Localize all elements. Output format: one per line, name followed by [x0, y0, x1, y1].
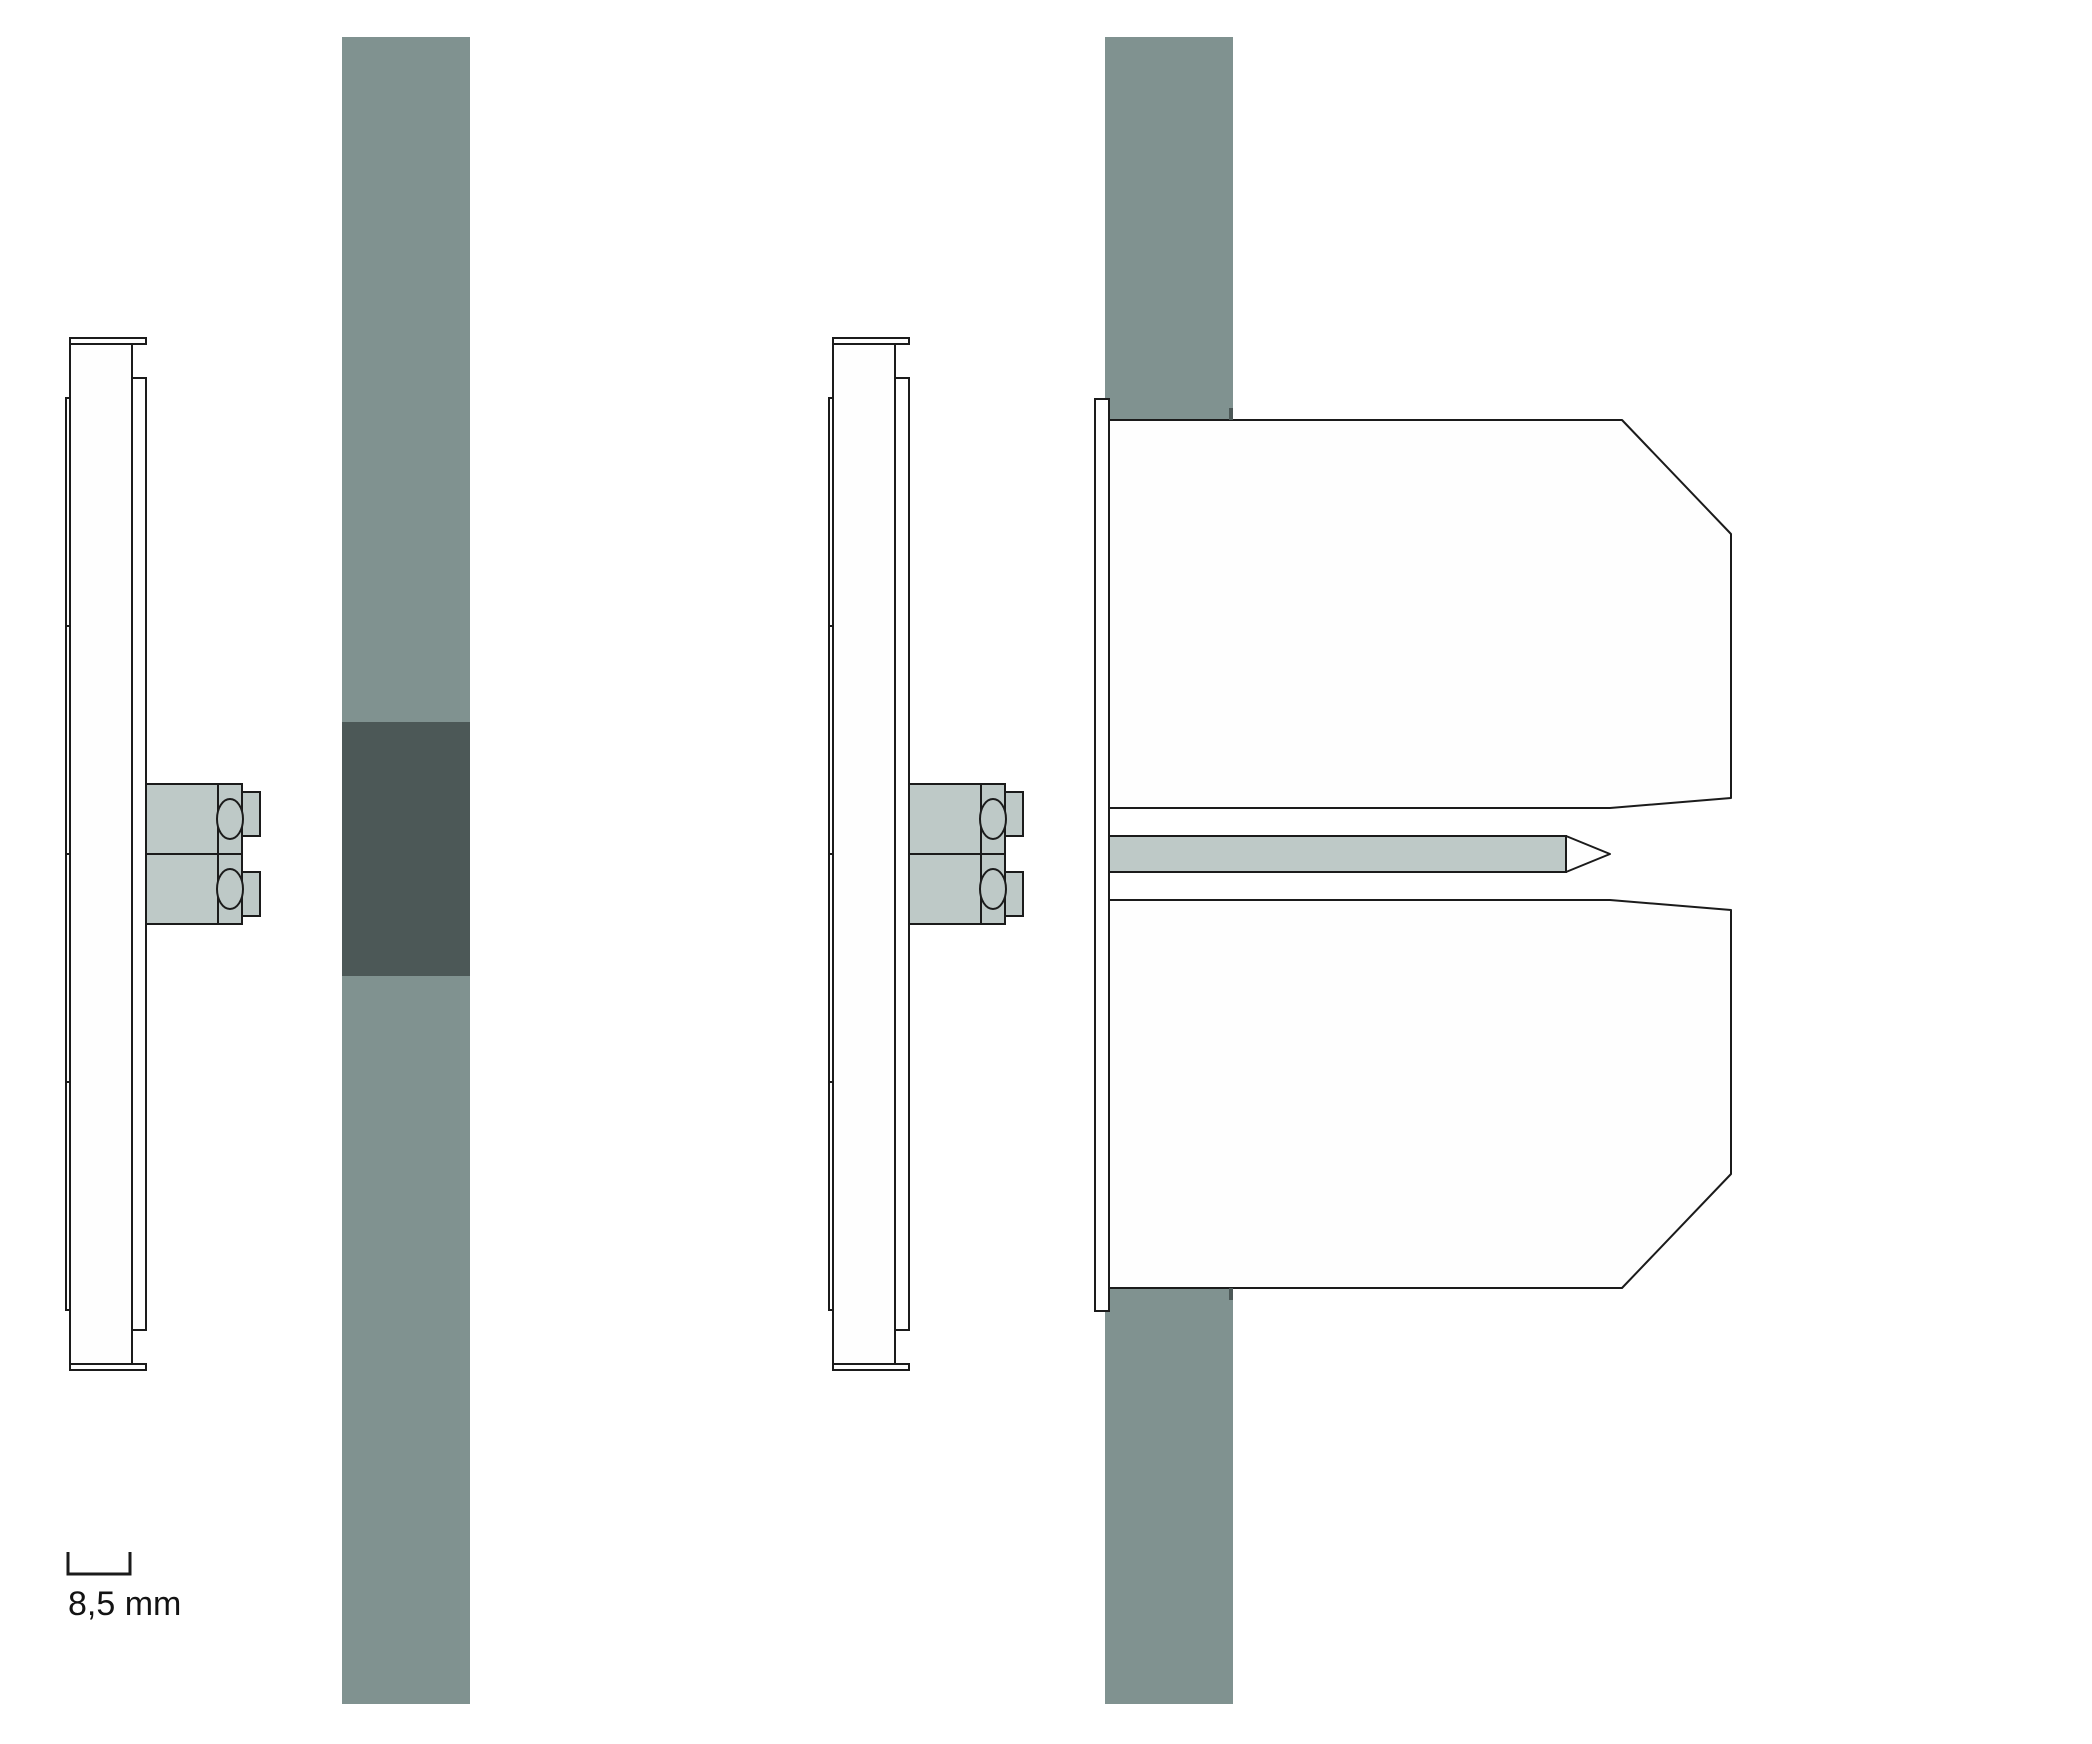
connector-hole-icon	[980, 799, 1006, 839]
wall-right-lower	[1105, 1296, 1233, 1704]
connector-hole-icon	[217, 869, 243, 909]
wall-right-upper	[1105, 37, 1233, 410]
scale-label: 8,5 mm	[68, 1585, 181, 1623]
connector-hole-icon	[217, 799, 243, 839]
wall-left-cutout	[342, 722, 470, 976]
installation-diagram: 8,5 mm	[0, 0, 2092, 1744]
connector-hole-icon	[980, 869, 1006, 909]
